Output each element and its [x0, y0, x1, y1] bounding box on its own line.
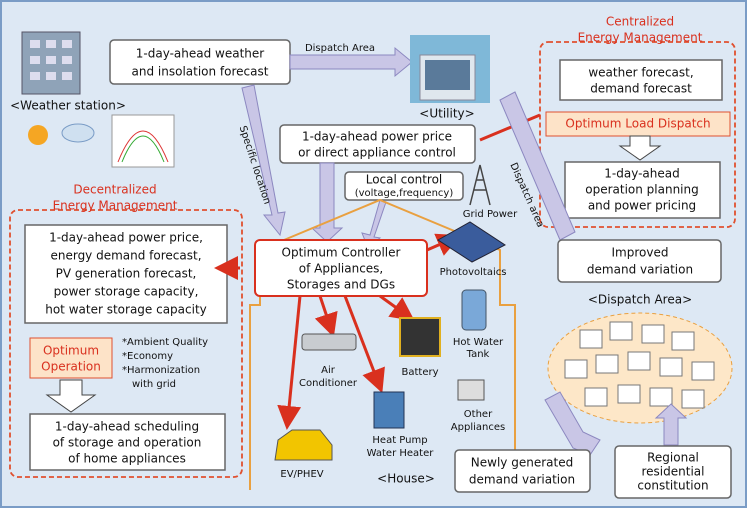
- schedule-text: 1-day-ahead scheduling: [55, 420, 199, 434]
- inputs-text: energy demand forecast,: [50, 249, 201, 263]
- air-conditioner-label: Conditioner: [299, 378, 358, 389]
- planning-text: operation planning: [585, 183, 699, 197]
- diagram: <Weather station> 1-day-ahead weather an…: [0, 0, 747, 508]
- regional-text: Regional: [647, 451, 699, 465]
- heat-pump-label: Heat Pump: [372, 435, 427, 446]
- decentralized-title: Energy Management: [53, 199, 178, 213]
- schedule-text: of storage and operation: [53, 436, 202, 450]
- utility-label: <Utility>: [419, 107, 474, 121]
- new-demand-text: demand variation: [469, 473, 575, 487]
- inputs-text: hot water storage capacity: [45, 303, 207, 317]
- improved-text: Improved: [612, 246, 669, 260]
- battery-label: Battery: [401, 367, 438, 378]
- criteria-text: *Ambient Quality: [122, 337, 208, 348]
- other-appliances-icon: [458, 380, 484, 400]
- criteria-text: *Economy: [122, 351, 173, 362]
- centralized-title: Energy Management: [578, 31, 703, 45]
- local-control-text: Local control: [366, 173, 443, 187]
- price-signal-text: or direct appliance control: [298, 146, 456, 160]
- hot-water-tank-icon: [462, 290, 486, 330]
- forecast-text: demand forecast: [590, 82, 692, 96]
- inputs-text: power storage capacity,: [54, 285, 199, 299]
- criteria-text: with grid: [132, 379, 176, 390]
- operation-text: Optimum: [43, 344, 99, 358]
- battery-icon: [400, 318, 440, 356]
- weather-forecast-text: and insolation forecast: [132, 65, 269, 79]
- forecast-graph: [112, 115, 174, 167]
- other-appliances-label: Other: [464, 409, 493, 420]
- operation-text: Operation: [41, 360, 101, 374]
- controller-text: Storages and DGs: [287, 278, 395, 292]
- schedule-text: of home appliances: [68, 452, 186, 466]
- load-dispatch-text: Optimum Load Dispatch: [565, 117, 710, 131]
- decentralized-title: Decentralized: [73, 183, 156, 197]
- planning-text: 1-day-ahead: [604, 167, 679, 181]
- heat-pump-icon: [374, 392, 404, 428]
- air-conditioner-icon: [302, 334, 356, 350]
- arrow-label: Dispatch Area: [305, 43, 375, 54]
- weather-station-icon: [22, 32, 80, 94]
- weather-forecast-text: 1-day-ahead weather: [136, 47, 265, 61]
- controller-text: of Appliances,: [299, 262, 384, 276]
- other-appliances-label: Appliances: [451, 422, 505, 433]
- air-conditioner-label: Air: [321, 365, 336, 376]
- cloud-icon: [62, 124, 94, 142]
- sun-icon: [28, 125, 48, 145]
- regional-text: constitution: [637, 479, 708, 493]
- centralized-title: Centralized: [606, 15, 674, 29]
- planning-text: and power pricing: [588, 199, 696, 213]
- controller-text: Optimum Controller: [282, 246, 401, 260]
- grid-power-label: Grid Power: [463, 209, 518, 220]
- utility-icon: [410, 35, 490, 103]
- improved-text: demand variation: [587, 263, 693, 277]
- house-label: <House>: [377, 472, 435, 486]
- hot-water-tank-label: Hot Water: [453, 337, 504, 348]
- forecast-text: weather forecast,: [588, 66, 693, 80]
- weather-station-label: <Weather station>: [10, 99, 126, 113]
- inputs-text: PV generation forecast,: [56, 267, 197, 281]
- hot-water-tank-label: Tank: [466, 349, 490, 360]
- inputs-text: 1-day-ahead power price,: [49, 231, 203, 245]
- local-control-text: (voltage,frequency): [355, 188, 454, 199]
- price-signal-text: 1-day-ahead power price: [302, 130, 452, 144]
- dispatch-area-label: <Dispatch Area>: [588, 293, 692, 307]
- criteria-text: *Harmonization: [122, 365, 200, 376]
- new-demand-text: Newly generated: [471, 456, 573, 470]
- ev-label: EV/PHEV: [280, 469, 323, 480]
- regional-text: residential: [642, 465, 705, 479]
- photovoltaics-label: Photovoltaics: [440, 267, 507, 278]
- heat-pump-label: Water Heater: [367, 448, 435, 459]
